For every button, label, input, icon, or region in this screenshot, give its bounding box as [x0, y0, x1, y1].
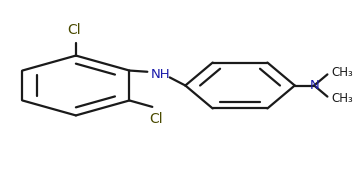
Text: Cl: Cl — [67, 23, 81, 37]
Text: CH₃: CH₃ — [332, 66, 353, 79]
Text: N: N — [309, 79, 319, 92]
Text: Cl: Cl — [149, 112, 163, 126]
Text: NH: NH — [151, 68, 170, 81]
Text: CH₃: CH₃ — [332, 92, 353, 105]
